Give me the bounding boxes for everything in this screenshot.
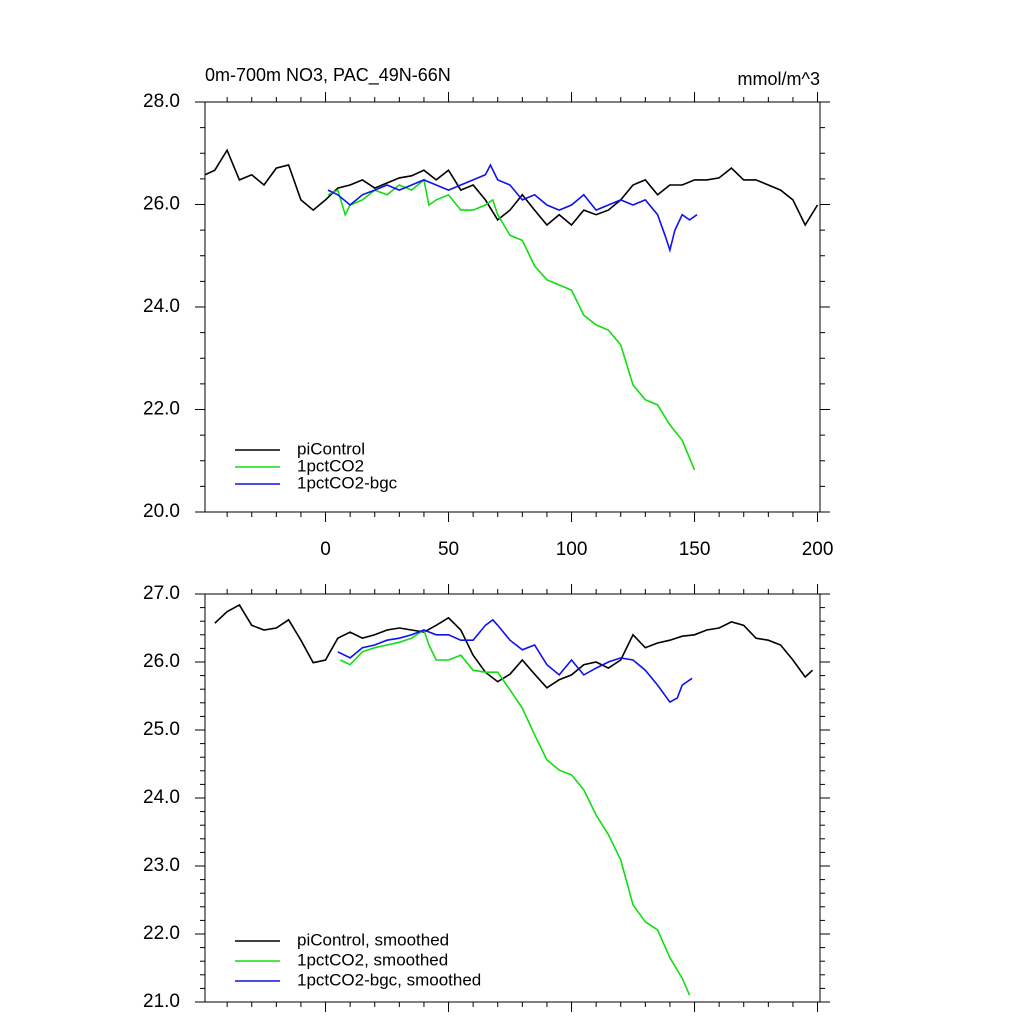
legend-label: 1pctCO2, smoothed (297, 950, 448, 969)
y-tick-label: 26.0 (143, 651, 180, 672)
x-tick-label: 50 (438, 539, 459, 560)
y-tick-label: 27.0 (143, 583, 180, 604)
y-tick-label: 21.0 (143, 991, 180, 1012)
data-line (214, 603, 814, 689)
chart-title: 0m-700m NO3, PAC_49N-66N (205, 65, 451, 86)
y-tick-label: 22.0 (143, 399, 180, 420)
legend-label: 1pctCO2-bgc, smoothed (297, 970, 481, 989)
data-line (337, 618, 693, 704)
data-line (327, 163, 698, 253)
data-line (339, 628, 691, 996)
x-tick-label: 200 (802, 539, 834, 560)
y-tick-label: 26.0 (143, 194, 180, 215)
legend-label: piControl, smoothed (297, 930, 449, 949)
data-line (204, 148, 819, 227)
y-tick-label: 24.0 (143, 787, 180, 808)
data-line (327, 178, 696, 471)
units-label: mmol/m^3 (738, 69, 820, 89)
x-tick-label: 150 (679, 539, 711, 560)
x-tick-label: 0 (320, 539, 331, 560)
legend-label: 1pctCO2 (297, 456, 364, 475)
y-tick-label: 25.0 (143, 719, 180, 740)
y-tick-label: 20.0 (143, 501, 180, 522)
y-tick-label: 24.0 (143, 296, 180, 317)
y-tick-label: 22.0 (143, 923, 180, 944)
x-tick-label: 100 (556, 539, 588, 560)
y-tick-label: 23.0 (143, 855, 180, 876)
y-tick-label: 28.0 (143, 91, 180, 112)
legend-label: piControl (297, 439, 365, 458)
legend-label: 1pctCO2-bgc (297, 473, 398, 492)
